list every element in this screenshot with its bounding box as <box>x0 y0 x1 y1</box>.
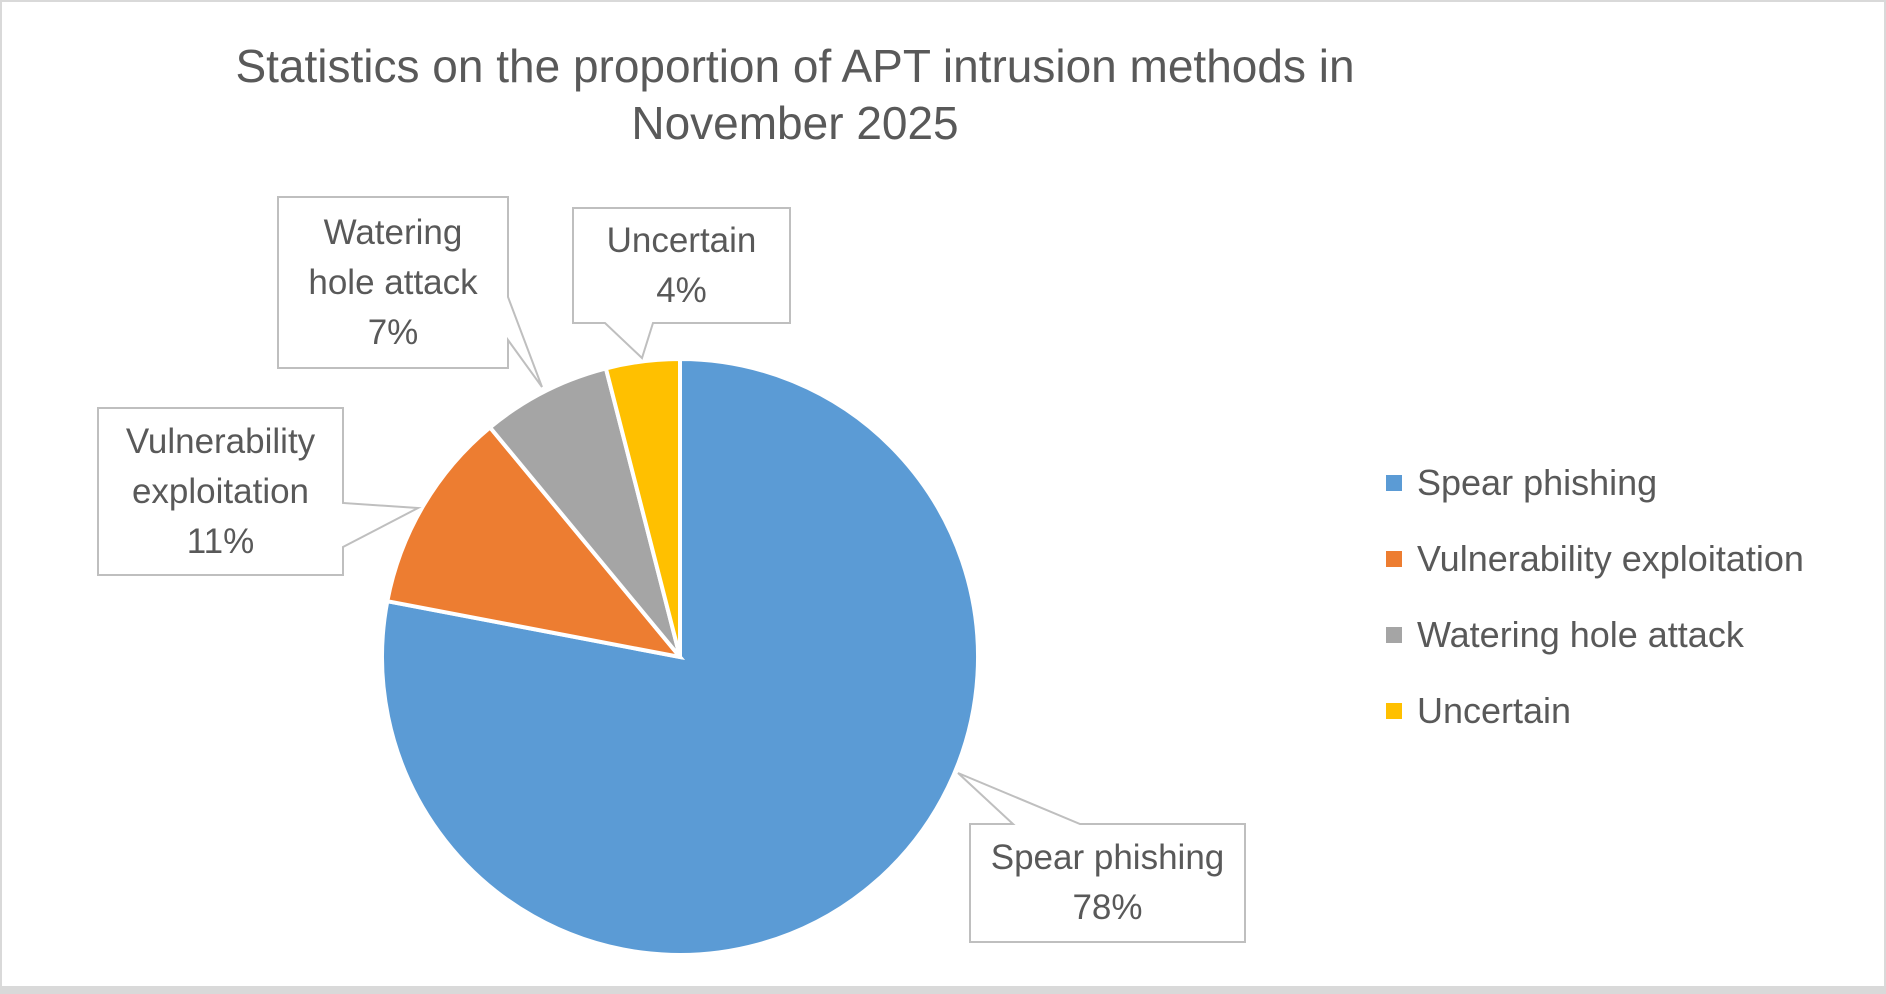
data-label-spear-phishing[interactable]: Spear phishing 78% <box>970 824 1245 942</box>
data-label-value: 4% <box>656 270 707 310</box>
pie-slice-vulnerability-exploitation[interactable] <box>384 424 686 661</box>
callout-bubble-watering-hole-attack[interactable] <box>277 196 543 388</box>
data-label-line: Uncertain <box>606 220 757 260</box>
legend-label: Watering hole attack <box>1417 614 1744 655</box>
pie-slice-uncertain[interactable] <box>603 356 682 658</box>
data-label-value: 11% <box>186 521 255 561</box>
data-label-line: exploitation <box>131 471 310 511</box>
data-label-watering-hole-attack[interactable]: Watering hole attack 7% <box>278 197 508 368</box>
legend-swatch <box>1386 703 1402 719</box>
data-label-uncertain[interactable]: Uncertain 4% <box>573 208 790 323</box>
chart-title-line-2: November 2025 <box>631 97 959 149</box>
data-label-vulnerability-exploitation[interactable]: Vulnerability exploitation 11% <box>98 408 343 575</box>
data-label-line: Spear phishing <box>990 838 1225 877</box>
pie-slice-watering-hole-attack[interactable] <box>487 365 682 659</box>
legend: Spear phishing Vulnerability exploitatio… <box>1386 445 1884 749</box>
legend-item-vulnerability-exploitation[interactable]: Vulnerability exploitation <box>1386 521 1884 597</box>
callout-bubble-vulnerability-exploitation[interactable] <box>97 407 422 576</box>
legend-item-uncertain[interactable]: Uncertain <box>1386 673 1884 749</box>
legend-swatch <box>1386 551 1402 567</box>
legend-item-spear-phishing[interactable]: Spear phishing <box>1386 445 1884 521</box>
pie-slices <box>380 356 980 957</box>
data-label-line: Vulnerability <box>125 421 316 461</box>
legend-swatch <box>1386 627 1402 643</box>
chart-title: Statistics on the proportion of APT intr… <box>155 38 1435 152</box>
legend-label: Uncertain <box>1417 690 1572 731</box>
callout-bubble-uncertain[interactable] <box>572 207 791 360</box>
data-label-line: hole attack <box>308 262 478 302</box>
chart-title-line-1: Statistics on the proportion of APT intr… <box>235 40 1355 92</box>
legend-label: Spear phishing <box>1417 462 1658 503</box>
chart-bottom-border <box>0 986 1886 992</box>
data-label-line: Watering <box>323 212 463 252</box>
data-label-value: 7% <box>367 312 419 352</box>
data-label-value: 78% <box>1072 888 1143 927</box>
legend-label: Vulnerability exploitation <box>1417 538 1804 579</box>
legend-swatch <box>1386 475 1402 491</box>
legend-item-watering-hole-attack[interactable]: Watering hole attack <box>1386 597 1884 673</box>
callout-bubble-spear-phishing[interactable] <box>957 772 1246 943</box>
